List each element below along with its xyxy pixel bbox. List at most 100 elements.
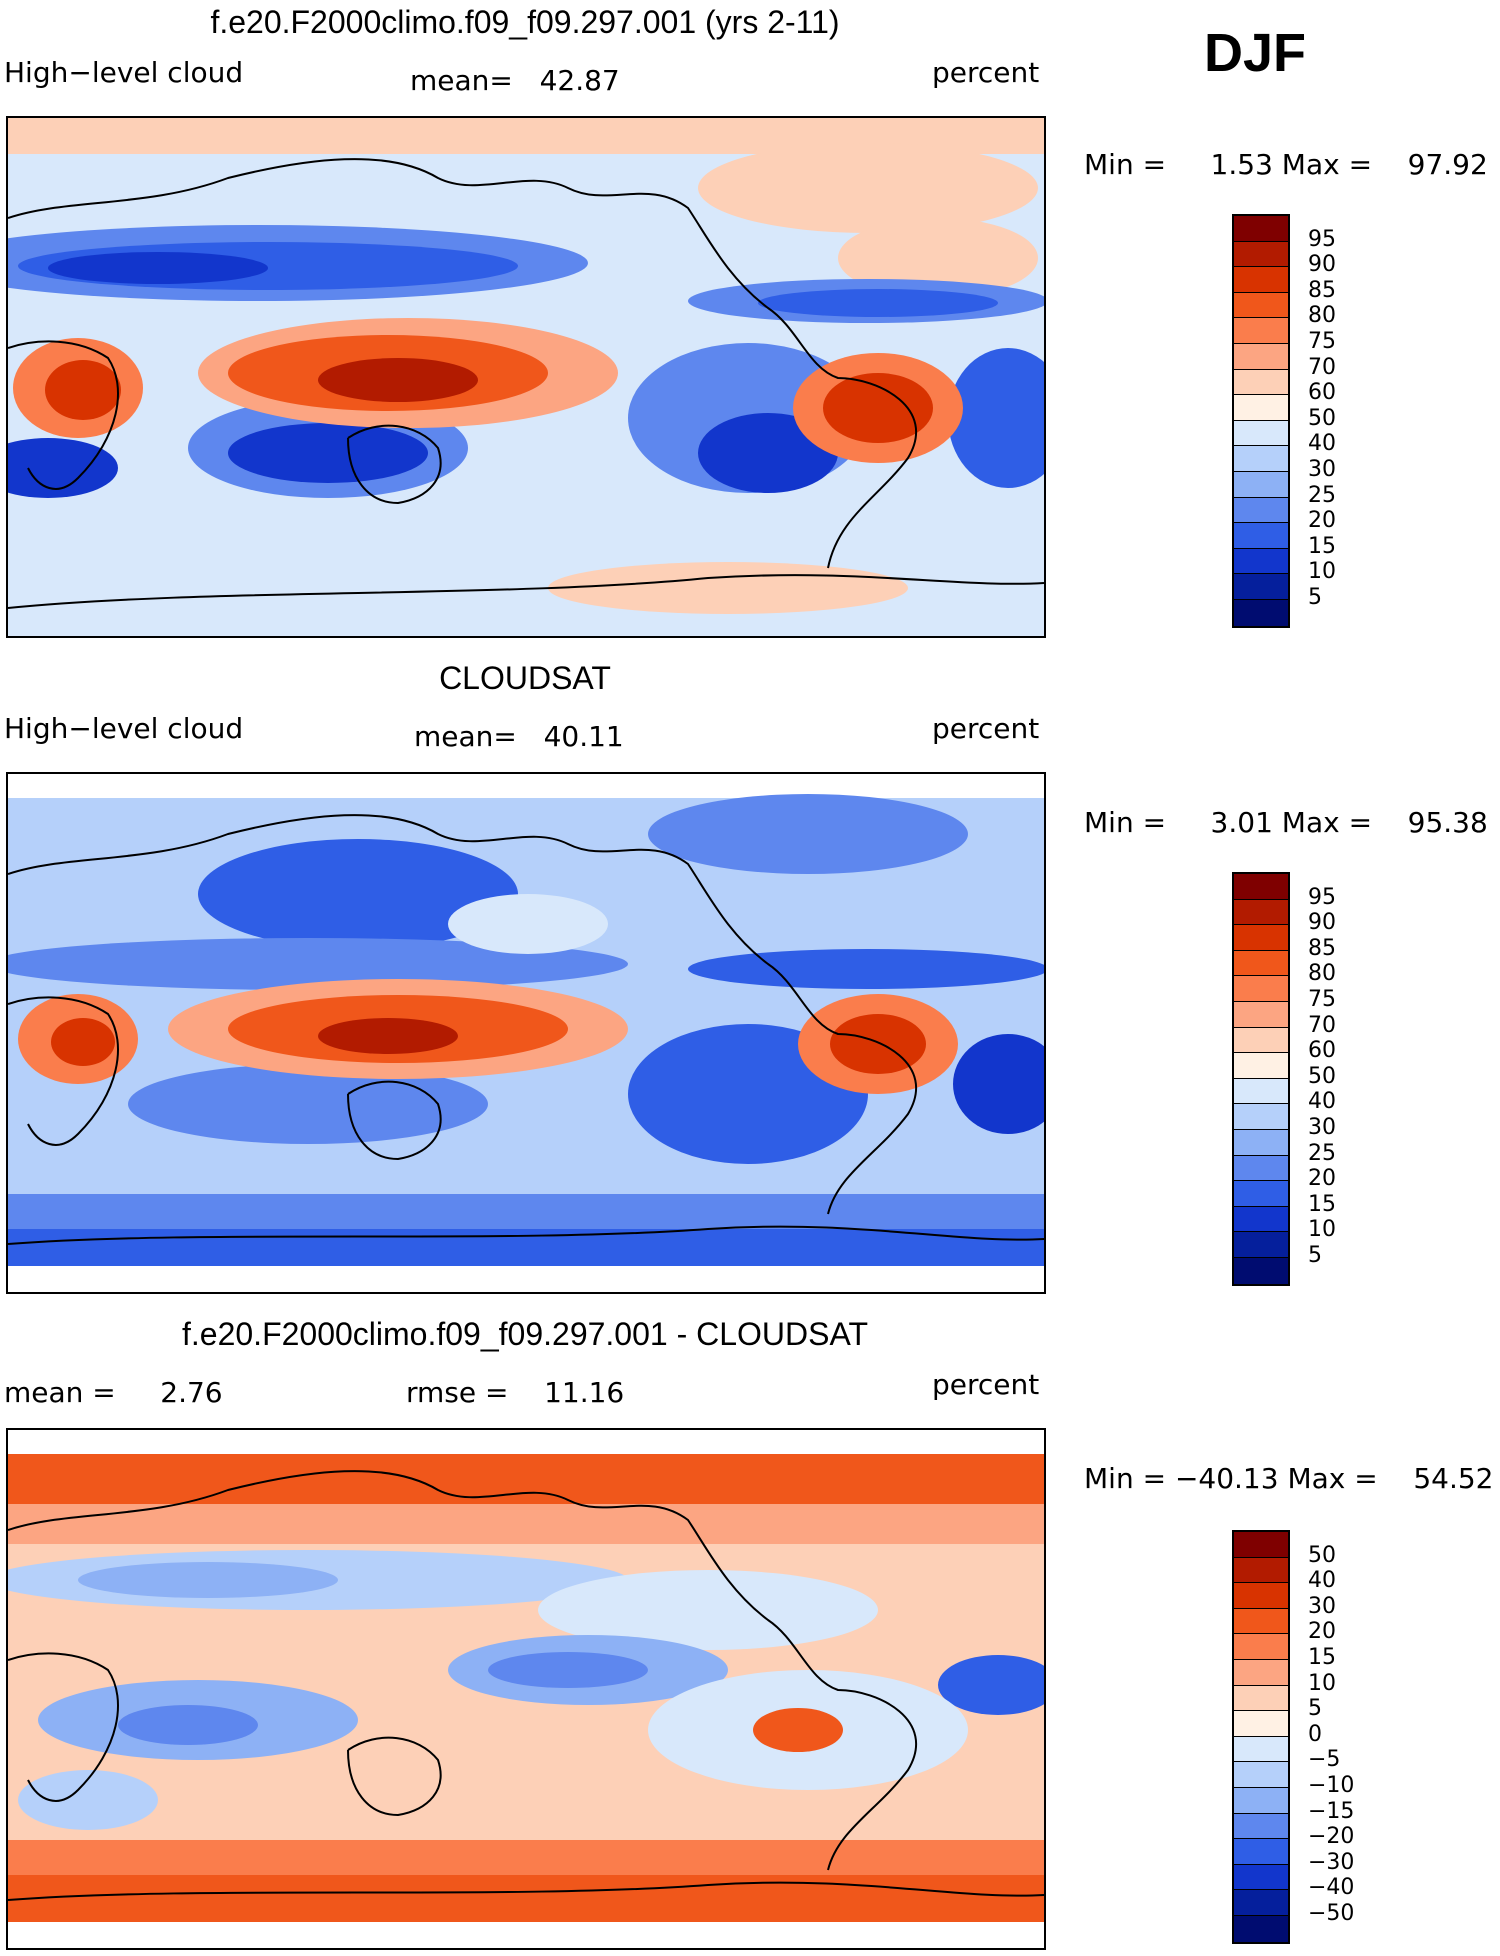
colorbar-swatch [1234,1864,1288,1891]
colorbar-swatch [1234,343,1288,370]
colorbar-swatch [1234,523,1288,549]
colorbar [1232,872,1290,1286]
min-max-label: Min = 1.53 Max = 97.92 [1084,148,1488,181]
colorbar-swatch [1234,267,1288,293]
units-label: percent [932,712,1040,745]
colorbar-swatch [1234,548,1288,575]
colorbar-level-label: −50 [1308,1901,1355,1926]
variable-label: High−level cloud [4,712,244,745]
colorbar-level-label: 75 [1308,987,1336,1012]
colorbar-swatch [1234,1181,1288,1207]
mean-label: mean= 42.87 [410,64,620,97]
colorbar-swatch [1234,497,1288,524]
season-label: DJF [1204,23,1307,83]
colorbar-level-label: 70 [1308,1012,1336,1038]
colorbar-swatch [1234,1583,1288,1609]
panel-title: CLOUDSAT [439,660,611,696]
colorbar-swatch [1234,1206,1288,1233]
colorbar-swatch [1234,241,1288,268]
colorbar-level-label: 30 [1308,1593,1336,1619]
colorbar-level-label: 10 [1308,1217,1336,1243]
colorbar-level-label: 10 [1308,1670,1336,1696]
min-max-label: Min = 3.01 Max = 95.38 [1084,806,1488,839]
panel-title: f.e20.F2000climo.f09_f09.297.001 (yrs 2-… [210,4,840,40]
colorbar-level-label: 60 [1308,380,1336,406]
colorbar-swatch [1234,574,1288,600]
colorbar-level-label: 30 [1308,457,1336,482]
colorbar-level-label: 5 [1308,1696,1322,1722]
colorbar-swatch [1234,976,1288,1002]
colorbar-level-label: 90 [1308,252,1336,278]
colorbar-level-label: −15 [1308,1798,1355,1824]
colorbar-swatch [1234,1027,1288,1054]
colorbar-swatch [1234,1001,1288,1028]
panel-title: f.e20.F2000climo.f09_f09.297.001 - CLOUD… [182,1316,868,1352]
colorbar-level-label: 90 [1308,910,1336,936]
colorbar-swatch [1234,446,1288,472]
colorbar-swatches [1234,1532,1288,1942]
colorbar-level-label: 20 [1308,508,1336,534]
colorbar [1232,1530,1290,1944]
colorbar-swatch [1234,420,1288,447]
colorbar-swatch [1234,599,1288,626]
colorbar-level-label: 95 [1308,226,1336,252]
colorbar-level-label: 20 [1308,1166,1336,1192]
colorbar-swatch [1234,1257,1288,1284]
colorbar-swatch [1234,950,1288,977]
colorbar-swatch [1234,471,1288,498]
colorbar-level-label: −20 [1308,1824,1355,1850]
colorbar-level-label: −5 [1308,1747,1341,1773]
colorbar-level-label: 5 [1308,1243,1322,1268]
colorbar-swatch [1234,1608,1288,1635]
colorbar-level-label: 0 [1308,1721,1322,1747]
colorbar-level-label: 95 [1308,884,1336,910]
colorbar-level-label: −10 [1308,1773,1355,1798]
colorbar-level-label: 80 [1308,961,1336,987]
contour-map [8,1430,1044,1948]
mean-label: mean = 2.76 [4,1376,223,1409]
colorbar-swatch [1234,1659,1288,1686]
colorbar-swatch [1234,1232,1288,1258]
colorbar-swatch [1234,1053,1288,1079]
colorbar-level-label: 40 [1308,431,1336,457]
units-label: percent [932,1368,1040,1401]
colorbar-swatch [1234,216,1288,242]
colorbar-swatch [1234,1787,1288,1814]
colorbar-level-label: 80 [1308,303,1336,329]
colorbar-swatch [1234,899,1288,926]
contour-map [8,118,1044,636]
colorbar-swatch [1234,1104,1288,1130]
colorbar-swatch [1234,1915,1288,1942]
colorbar-level-label: −40 [1308,1875,1355,1901]
map-plot-observation [6,772,1046,1294]
colorbar-level-label: 15 [1308,533,1336,559]
colorbar-level-label: 50 [1308,1063,1336,1089]
colorbar-level-label: 30 [1308,1115,1336,1140]
colorbar-level-label: 25 [1308,1140,1336,1166]
colorbar-swatch [1234,1736,1288,1763]
colorbar-level-label: −30 [1308,1849,1355,1875]
colorbar-swatch [1234,1839,1288,1865]
colorbar-level-label: 60 [1308,1038,1336,1064]
colorbar-swatch [1234,874,1288,900]
colorbar-level-label: 50 [1308,1542,1336,1568]
colorbar-swatch [1234,1762,1288,1788]
colorbar-swatch [1234,1532,1288,1558]
colorbar-level-label: 5 [1308,585,1322,610]
colorbar-swatch [1234,369,1288,396]
colorbar-swatch [1234,1890,1288,1916]
colorbar-level-label: 10 [1308,559,1336,585]
colorbar-level-label: 75 [1308,329,1336,354]
colorbar-level-label: 15 [1308,1645,1336,1670]
colorbar-swatch [1234,1634,1288,1660]
colorbar-swatch [1234,1711,1288,1737]
colorbar-swatch [1234,292,1288,319]
colorbar-swatches [1234,874,1288,1284]
colorbar-swatch [1234,1129,1288,1156]
contour-map [8,774,1044,1292]
colorbar-level-label: 40 [1308,1568,1336,1594]
map-plot-difference [6,1428,1046,1950]
colorbar-level-label: 70 [1308,354,1336,380]
colorbar-swatches [1234,216,1288,626]
colorbar-level-label: 25 [1308,482,1336,508]
